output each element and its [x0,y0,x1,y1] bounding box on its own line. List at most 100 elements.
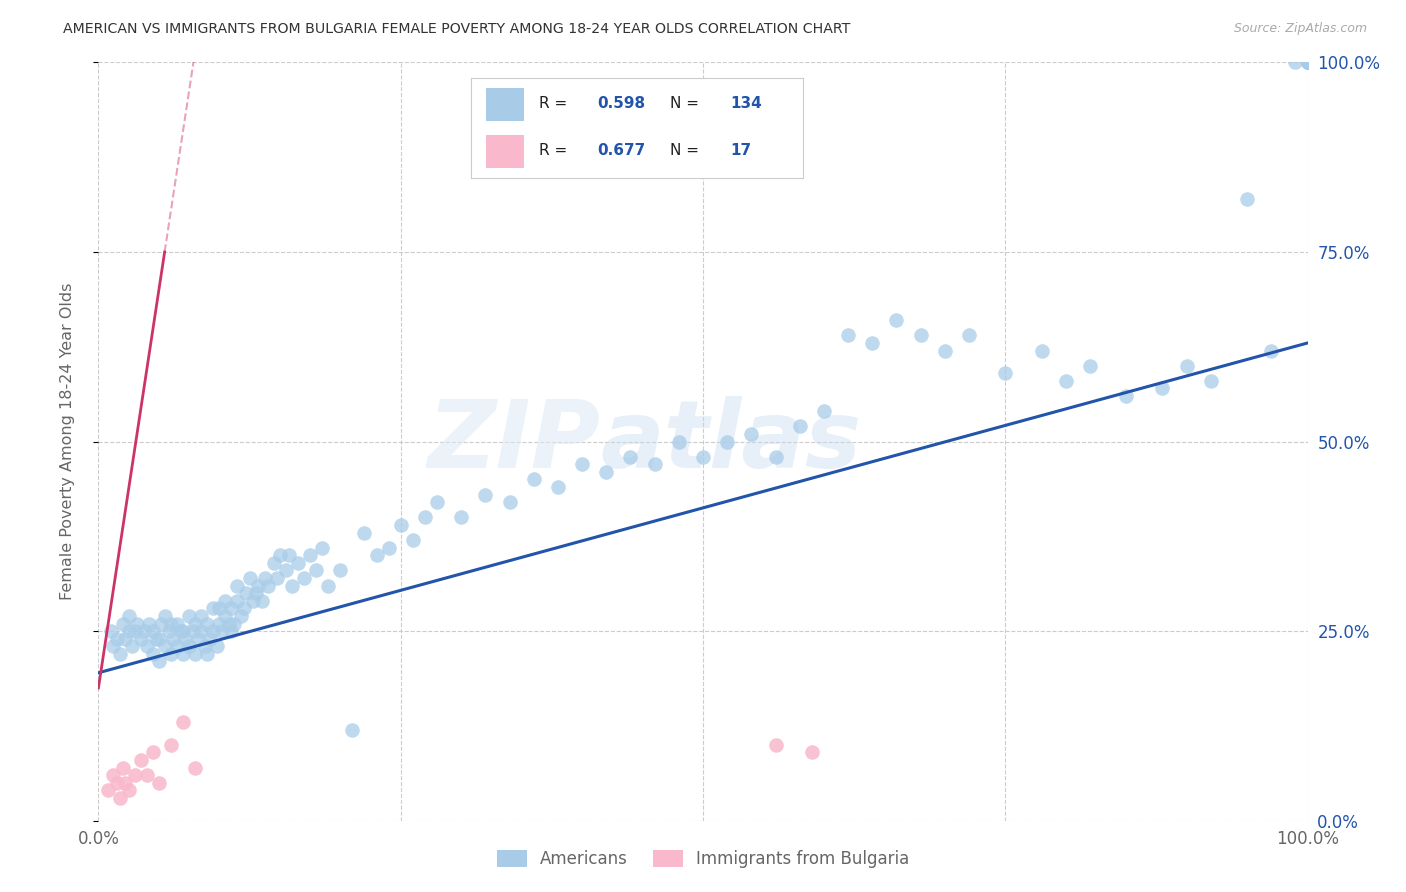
Text: atlas: atlas [600,395,862,488]
Point [1296,55,1319,70]
Point [278,548,301,563]
Point [316,579,339,593]
Point [157,624,180,639]
Point [886,313,908,327]
Point [299,548,322,563]
Point [402,533,425,548]
Point [172,624,194,639]
Point [644,458,666,472]
Point [195,616,218,631]
Point [1115,389,1137,403]
Text: ZIP: ZIP [427,395,600,488]
Point [1296,55,1319,70]
Point [162,632,184,646]
Point [195,647,218,661]
Point [118,783,141,797]
Point [254,571,277,585]
Point [1260,343,1282,358]
Point [789,419,811,434]
Point [124,768,146,782]
Point [450,510,472,524]
Point [100,624,122,639]
Point [142,746,165,760]
Point [222,616,245,631]
Point [413,510,436,524]
Point [266,571,288,585]
Point [1199,374,1222,388]
Point [97,783,120,797]
Point [218,616,240,631]
Point [108,791,131,805]
Point [281,579,304,593]
Point [205,639,228,653]
Point [1236,192,1258,206]
Point [134,624,156,639]
Point [1175,359,1198,373]
Point [389,517,412,532]
Point [1296,55,1319,70]
Point [498,495,520,509]
Point [311,541,333,555]
Point [426,495,449,509]
Point [353,525,375,540]
Point [138,616,160,631]
Point [101,639,124,653]
Point [239,571,262,585]
Point [292,571,315,585]
Point [127,616,149,631]
Point [1296,55,1319,70]
Point [619,450,641,464]
Point [765,450,787,464]
Point [765,738,787,752]
Point [342,723,364,737]
Y-axis label: Female Poverty Among 18-24 Year Olds: Female Poverty Among 18-24 Year Olds [60,283,75,600]
Point [740,427,762,442]
Point [129,753,152,767]
Point [148,632,170,646]
Point [800,746,823,760]
Point [994,366,1017,380]
Point [1296,55,1319,70]
Point [910,328,932,343]
Point [111,760,134,774]
Point [129,632,152,646]
Point [148,655,170,669]
Point [1296,55,1319,70]
Point [135,639,157,653]
Point [118,608,141,623]
Point [114,776,136,790]
Point [221,624,243,639]
Point [179,608,201,623]
Point [181,624,204,639]
Point [1284,55,1306,70]
Point [1078,359,1101,373]
Point [221,601,243,615]
Point [226,594,249,608]
Point [523,473,546,487]
Point [184,760,207,774]
Point [263,556,285,570]
Point [957,328,980,343]
Point [202,624,225,639]
Point [179,639,201,653]
Point [145,632,167,646]
Point [105,632,128,646]
Point [169,624,191,639]
Point [226,579,249,593]
Point [1031,343,1053,358]
Point [269,548,291,563]
Point [595,465,617,479]
Point [105,776,128,790]
Point [1296,55,1319,70]
Point [160,647,183,661]
Point [108,647,131,661]
Point [111,616,134,631]
Point [190,624,212,639]
Point [135,768,157,782]
Point [160,738,183,752]
Point [235,586,257,600]
Point [101,768,124,782]
Point [329,564,352,578]
Point [860,335,883,350]
Point [124,624,146,639]
